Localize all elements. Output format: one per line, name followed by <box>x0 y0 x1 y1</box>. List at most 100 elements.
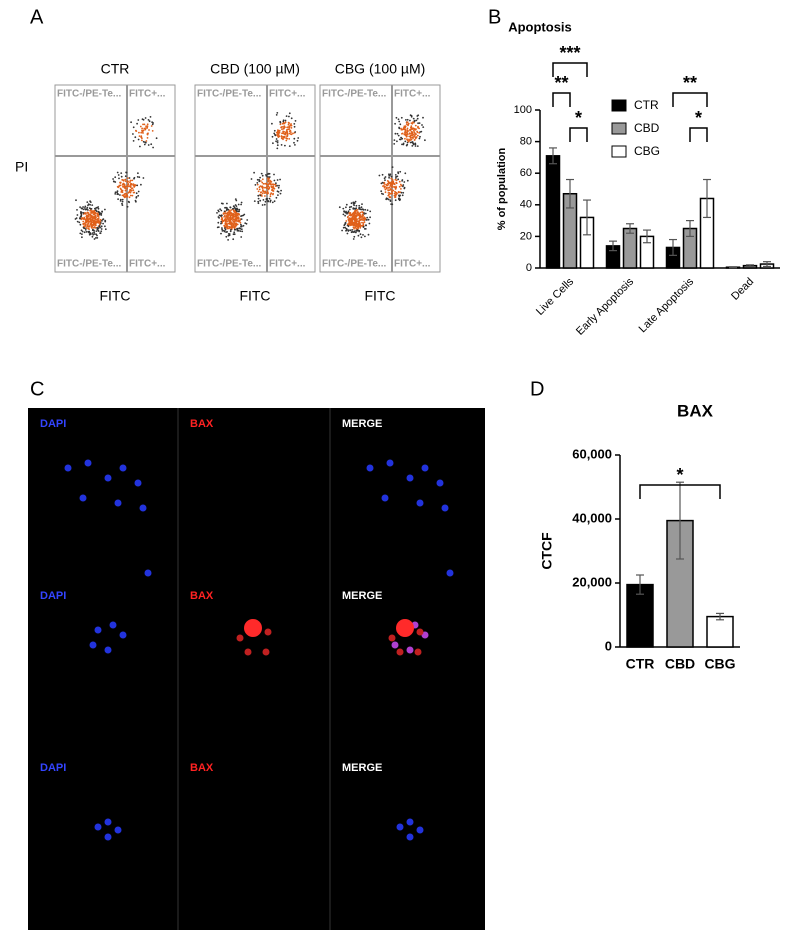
event-dot <box>383 181 386 184</box>
channel-label: DAPI <box>40 590 66 602</box>
event-dot <box>256 188 259 190</box>
event-dot <box>95 230 98 233</box>
event-dot <box>341 229 343 232</box>
event-dot <box>266 200 269 202</box>
event-dot <box>390 175 393 178</box>
event-dot <box>137 194 140 197</box>
event-dot <box>142 177 145 179</box>
event-dot <box>352 208 355 210</box>
event-dot <box>390 189 393 191</box>
event-dot <box>97 216 100 218</box>
event-dot <box>117 193 119 196</box>
event-dot <box>94 219 96 222</box>
event-dot <box>396 132 399 135</box>
event-dot <box>286 132 289 134</box>
event-dot <box>424 139 426 142</box>
event-dot <box>394 174 397 176</box>
event-dot <box>147 119 150 121</box>
event-dot <box>282 119 285 122</box>
event-dot <box>260 180 262 182</box>
event-dot <box>129 181 131 184</box>
error-bar <box>686 220 694 237</box>
event-dot <box>280 144 283 146</box>
event-dot <box>384 179 386 182</box>
significance-bracket <box>672 92 708 107</box>
event-dot <box>415 119 418 122</box>
nucleus <box>144 569 152 577</box>
event-dot <box>119 187 122 190</box>
event-dot <box>354 214 356 217</box>
event-dot <box>145 125 148 128</box>
event-dot <box>233 228 236 231</box>
event-dot <box>260 191 262 194</box>
event-dot <box>221 227 223 229</box>
event-dot <box>388 176 390 179</box>
nucleus <box>421 464 429 472</box>
event-dot <box>234 218 237 221</box>
event-dot <box>138 176 141 179</box>
event-dot <box>422 116 424 119</box>
event-dot <box>284 119 287 122</box>
event-dot <box>262 190 264 192</box>
event-dot <box>403 186 406 189</box>
event-dot <box>101 210 103 213</box>
event-dot <box>273 200 276 203</box>
nucleus <box>396 823 404 831</box>
event-dot <box>369 216 371 219</box>
event-dot <box>131 194 134 197</box>
event-dot <box>414 124 417 127</box>
event-dot <box>418 137 421 140</box>
event-dot <box>297 137 300 139</box>
event-dot <box>284 133 287 136</box>
event-dot <box>359 208 362 211</box>
event-dot <box>129 179 132 182</box>
error-bar <box>729 266 737 269</box>
significance-bracket <box>552 62 588 77</box>
event-dot <box>352 224 355 226</box>
y-axis-label: % of population <box>496 147 508 230</box>
nucleus <box>416 826 424 834</box>
event-dot <box>398 127 401 130</box>
x-axis-label: FITC <box>99 288 130 304</box>
event-dot <box>353 204 355 207</box>
event-dot <box>404 129 407 132</box>
event-dot <box>388 186 391 189</box>
event-dot <box>88 231 90 234</box>
event-dot <box>261 178 264 181</box>
event-dot <box>238 227 241 230</box>
event-dot <box>416 115 419 117</box>
event-dot <box>349 229 352 232</box>
event-dot <box>288 112 291 115</box>
bax-signal <box>264 628 272 636</box>
event-dot <box>405 123 408 125</box>
event-dot <box>85 217 88 220</box>
event-dot <box>258 188 261 191</box>
event-dot <box>396 175 399 178</box>
event-dot <box>135 196 138 199</box>
event-dot <box>275 182 277 185</box>
event-dot <box>293 137 296 140</box>
event-dot <box>395 191 398 194</box>
event-dot <box>116 191 118 194</box>
event-dot <box>146 137 149 139</box>
event-dot <box>79 223 82 226</box>
event-dot <box>386 180 389 182</box>
event-dot <box>123 185 126 188</box>
event-dot <box>116 171 119 174</box>
event-dot <box>355 221 358 224</box>
event-dot <box>126 205 129 208</box>
event-dot <box>279 121 282 124</box>
event-dot <box>267 185 270 188</box>
event-dot <box>392 189 395 192</box>
event-dot <box>99 218 102 221</box>
error-bar <box>703 178 711 219</box>
event-dot <box>412 143 415 146</box>
event-dot <box>356 211 359 213</box>
event-dot <box>412 121 414 124</box>
event-dot <box>393 186 395 188</box>
plot-frame <box>54 84 176 273</box>
event-dot <box>270 186 273 189</box>
event-dot <box>395 116 398 119</box>
event-dot <box>230 209 233 211</box>
